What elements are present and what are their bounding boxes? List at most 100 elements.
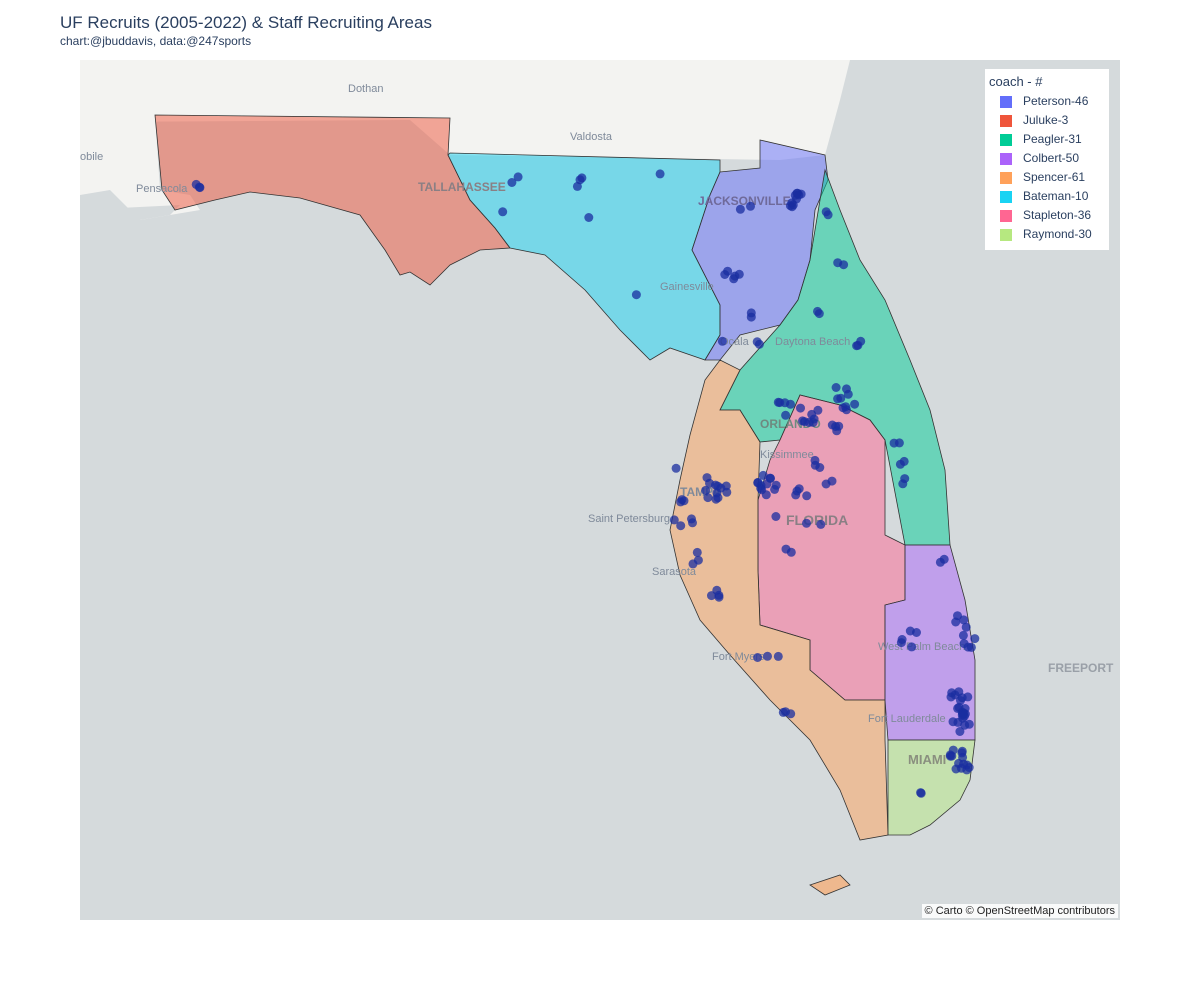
recruit-point[interactable] [498,207,508,217]
recruit-point[interactable] [916,788,926,798]
recruit-point[interactable] [957,748,967,758]
recruit-point[interactable] [701,485,711,495]
recruit-point[interactable] [688,559,698,569]
recruit-point[interactable] [746,312,756,322]
recruit-point[interactable] [966,642,976,652]
recruit-point[interactable] [958,630,968,640]
legend-item-spencer[interactable]: Spencer-61 [985,169,1109,188]
legend-item-stapleton[interactable]: Stapleton-36 [985,207,1109,226]
recruit-point[interactable] [703,493,713,503]
recruit-point[interactable] [723,266,733,276]
recruit-point[interactable] [816,519,826,529]
recruit-point[interactable] [792,486,802,496]
recruit-point[interactable] [945,750,955,760]
recruit-point[interactable] [721,481,731,491]
region-spencer-keys[interactable] [809,874,851,896]
recruit-point[interactable] [905,626,915,636]
map-attribution[interactable]: © Carto © OpenStreetMap contributors [921,904,1118,918]
legend-item-bateman[interactable]: Bateman-10 [985,188,1109,207]
map-canvas[interactable]: Dothan Valdosta obile Pensacola TALLAHAS… [80,60,1120,920]
recruit-point[interactable] [970,634,980,644]
recruit-point[interactable] [959,615,969,625]
recruit-point[interactable] [850,399,860,409]
recruit-points[interactable] [191,169,980,798]
recruit-point[interactable] [907,642,917,652]
recruit-point[interactable] [808,417,818,427]
recruit-point[interactable] [951,617,961,627]
recruit-point[interactable] [758,470,768,480]
recruit-point[interactable] [963,692,973,702]
recruit-point[interactable] [810,460,820,470]
recruit-point[interactable] [513,172,523,182]
recruit-point[interactable] [584,213,594,222]
recruit-point[interactable] [960,720,970,730]
recruit-point[interactable] [832,426,842,436]
recruit-point[interactable] [575,175,585,185]
recruit-point[interactable] [778,707,788,717]
map-svg[interactable]: Dothan Valdosta obile Pensacola TALLAHAS… [80,60,1120,920]
recruit-point[interactable] [796,403,805,413]
legend-item-colbert[interactable]: Colbert-50 [985,150,1109,169]
recruit-point[interactable] [821,479,831,489]
recruit-point[interactable] [763,651,772,661]
recruit-point[interactable] [735,204,745,214]
recruit-point[interactable] [839,260,849,270]
recruit-point[interactable] [771,480,781,490]
region-spencer[interactable] [669,359,889,841]
recruit-point[interactable] [955,727,965,736]
recruit-point[interactable] [842,384,851,394]
recruit-point[interactable] [813,306,822,316]
recruit-point[interactable] [959,639,969,649]
recruit-point[interactable] [712,488,722,498]
recruit-point[interactable] [948,717,958,727]
recruit-point[interactable] [852,341,862,351]
recruit-point[interactable] [788,200,798,210]
recruit-point[interactable] [677,495,687,505]
recruit-point[interactable] [507,178,517,187]
recruit-point[interactable] [753,653,763,662]
recruit-point[interactable] [676,521,686,531]
recruit-point[interactable] [951,764,961,774]
legend-item-raymond[interactable]: Raymond-30 [985,226,1109,245]
recruit-point[interactable] [766,473,775,483]
recruit-point[interactable] [773,651,783,661]
legend-item-peagler[interactable]: Peagler-31 [985,131,1109,150]
recruit-point[interactable] [194,182,204,192]
recruit-point[interactable] [959,759,969,769]
recruit-point[interactable] [961,622,971,632]
recruit-point[interactable] [831,383,841,392]
recruit-point[interactable] [717,336,727,346]
recruit-point[interactable] [773,397,783,407]
recruit-point[interactable] [781,410,791,420]
recruit-point[interactable] [771,512,781,521]
recruit-point[interactable] [946,692,956,702]
recruit-point[interactable] [692,547,702,557]
recruit-point[interactable] [793,188,802,198]
recruit-point[interactable] [833,394,843,404]
recruit-point[interactable] [800,417,810,427]
recruit-point[interactable] [780,398,790,408]
legend-item-juluke[interactable]: Juluke-3 [985,112,1109,131]
recruit-point[interactable] [935,557,945,567]
legend-item-peterson[interactable]: Peterson-46 [985,93,1109,112]
recruit-point[interactable] [688,518,697,528]
region-raymond[interactable] [887,739,976,836]
recruit-point[interactable] [898,479,908,489]
recruit-point[interactable] [781,544,791,554]
recruit-point[interactable] [899,456,909,466]
recruit-point[interactable] [802,491,812,501]
recruit-point[interactable] [669,515,679,525]
recruit-point[interactable] [960,709,970,719]
recruit-point[interactable] [757,485,767,495]
recruit-point[interactable] [802,518,811,528]
recruit-point[interactable] [823,210,833,220]
recruit-point[interactable] [671,463,681,473]
recruit-point[interactable] [894,438,904,448]
recruit-point[interactable] [729,274,739,284]
recruit-point[interactable] [631,290,641,300]
recruit-point[interactable] [655,169,665,179]
recruit-point[interactable] [714,590,724,600]
recruit-point[interactable] [752,337,762,347]
recruit-point[interactable] [813,405,823,415]
recruit-point[interactable] [897,635,907,644]
